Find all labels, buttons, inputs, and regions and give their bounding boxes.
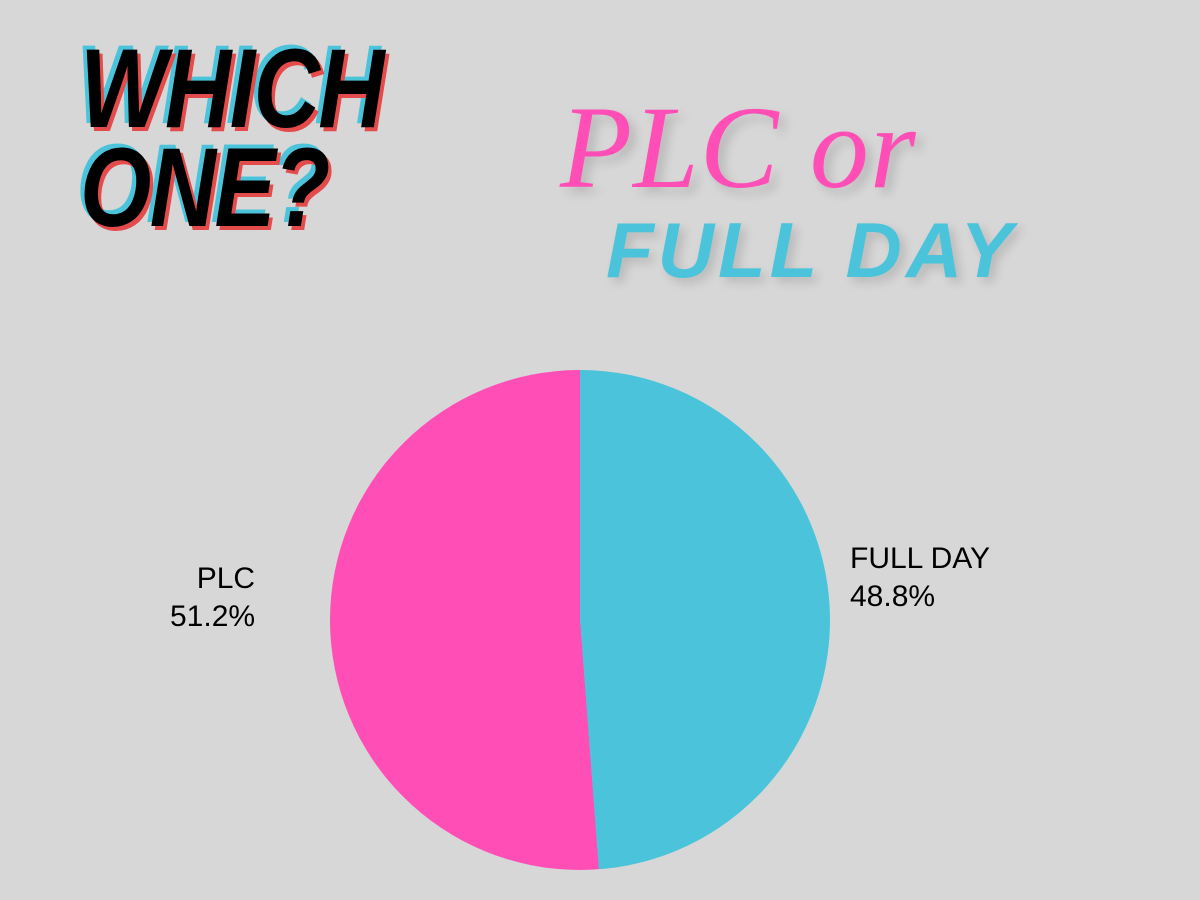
subtitle-full-day: FULL DAY xyxy=(606,205,1016,296)
pie-label-plc-pct: 51.2% xyxy=(170,598,255,636)
pie-label-fullday: FULL DAY 48.8% xyxy=(850,540,990,615)
pie-label-fullday-pct: 48.8% xyxy=(850,578,990,616)
infographic-canvas: WHICH ONE? WHICH ONE? WHICH ONE? PLC or … xyxy=(0,0,1200,900)
pie-label-plc: PLC 51.2% xyxy=(170,560,255,635)
pie-chart xyxy=(330,370,830,870)
headline: WHICH ONE? WHICH ONE? WHICH ONE? xyxy=(80,40,580,237)
pie-label-plc-name: PLC xyxy=(170,560,255,598)
pie-label-fullday-name: FULL DAY xyxy=(850,540,990,578)
pie-graphic xyxy=(330,370,830,870)
subtitle-plc-or: PLC or xyxy=(560,80,917,216)
